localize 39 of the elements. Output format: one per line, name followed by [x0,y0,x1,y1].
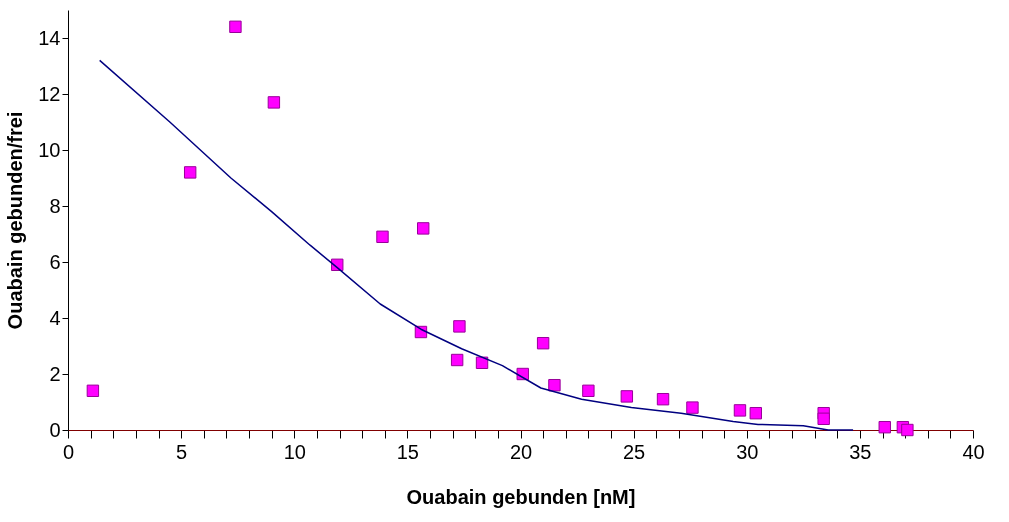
point [453,320,466,333]
line-series [98,59,854,431]
y-tick-label: 12 [38,82,61,105]
point [817,412,830,425]
x-tick-label: 30 [736,440,759,463]
y-axis-title: Ouabain gebunden/frei [4,111,27,330]
y-tick-label: 6 [49,250,61,273]
point [749,407,762,420]
x-tick-label: 35 [849,440,872,463]
y-tick-label: 14 [38,26,61,49]
y-tick-label: 4 [49,306,61,329]
point [229,20,242,33]
x-tick-label: 5 [176,440,188,463]
point [417,222,430,235]
x-tick-label: 15 [396,440,419,463]
point [878,421,891,434]
point [376,230,389,243]
y-tick-label: 0 [49,418,61,441]
point [582,384,595,397]
x-axis-title: Ouabain gebunden [nM] [406,485,636,508]
point [450,353,464,367]
point [686,401,699,414]
point [620,390,634,403]
point [656,393,670,406]
point [267,96,281,109]
point [86,384,100,397]
x-tick-label: 20 [509,440,533,463]
point [536,337,550,350]
y-tick-label: 8 [49,194,61,217]
x-tick-label: 25 [623,440,646,463]
y-tick-label: 10 [38,138,61,161]
point [901,423,914,437]
point [183,166,197,179]
x-tick-label: 40 [962,440,985,463]
point [733,404,747,417]
y-tick-label: 2 [49,362,61,385]
point [475,356,489,369]
point [548,379,561,392]
x-tick-label: 10 [283,440,306,463]
